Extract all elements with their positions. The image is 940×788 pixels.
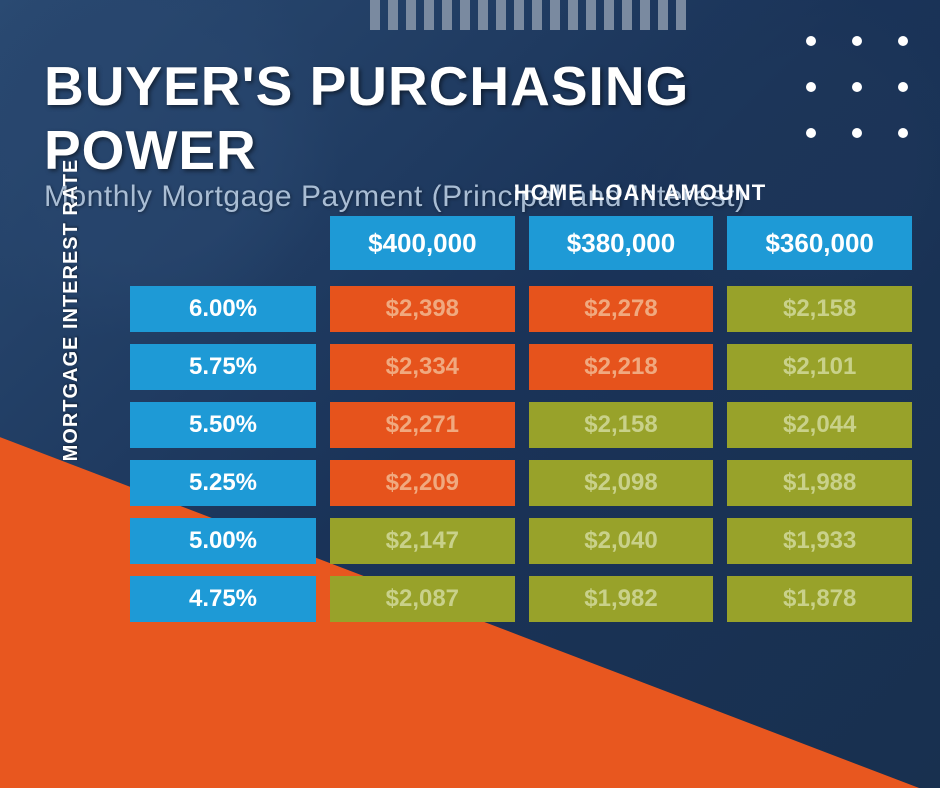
data-cell: $2,158 [727, 286, 912, 332]
data-cell: $2,278 [529, 286, 714, 332]
data-cell: $2,209 [330, 460, 515, 506]
columns-axis-label: HOME LOAN AMOUNT [370, 180, 910, 206]
table-row: 5.00% $2,147 $2,040 $1,933 [130, 518, 912, 564]
row-header: 5.75% [130, 344, 316, 390]
top-tick-strip [370, 0, 686, 30]
data-cell: $2,101 [727, 344, 912, 390]
data-cell: $1,982 [529, 576, 714, 622]
rows-axis-label: MORTGAGE INTEREST RATE [60, 140, 83, 480]
data-cell: $2,098 [529, 460, 714, 506]
table-row: 5.25% $2,209 $2,098 $1,988 [130, 460, 912, 506]
data-cell: $2,087 [330, 576, 515, 622]
data-cell: $2,218 [529, 344, 714, 390]
column-headers: $400,000 $380,000$360,000 [330, 216, 912, 270]
data-cell: $2,044 [727, 402, 912, 448]
table-row: 6.00% $2,398 $2,278 $2,158 [130, 286, 912, 332]
row-header: 5.50% [130, 402, 316, 448]
data-cell: $2,158 [529, 402, 714, 448]
row-header: 6.00% [130, 286, 316, 332]
data-cell: $1,878 [727, 576, 912, 622]
table-row: 4.75% $2,087 $1,982 $1,878 [130, 576, 912, 622]
payment-table: $400,000 $380,000$360,000 6.00% $2,398 $2,2… [130, 216, 912, 698]
table-row: 5.75% $2,334 $2,218 $2,101 [130, 344, 912, 390]
page-title: BUYER'S PURCHASING POWER [44, 54, 896, 182]
table-row: 5.50% $2,271 $2,158 $2,044 [130, 402, 912, 448]
row-header: 5.00% [130, 518, 316, 564]
data-cell: $1,933 [727, 518, 912, 564]
row-header: 5.25% [130, 460, 316, 506]
data-cell: $2,398 [330, 286, 515, 332]
data-cell: $2,334 [330, 344, 515, 390]
row-header: 4.75% [130, 576, 316, 622]
data-cell: $1,988 [727, 460, 912, 506]
data-cell: $2,147 [330, 518, 515, 564]
table-rows: 6.00% $2,398 $2,278 $2,158 5.75% $2,334 $2,218… [130, 286, 912, 622]
column-header: $360,000 [727, 216, 912, 270]
column-header: $400,000 [330, 216, 515, 270]
data-cell: $2,040 [529, 518, 714, 564]
table-stage: HOME LOAN AMOUNT MORTGAGE INTEREST RATE … [70, 180, 912, 698]
data-cell: $2,271 [330, 402, 515, 448]
column-header: $380,000 [529, 216, 714, 270]
